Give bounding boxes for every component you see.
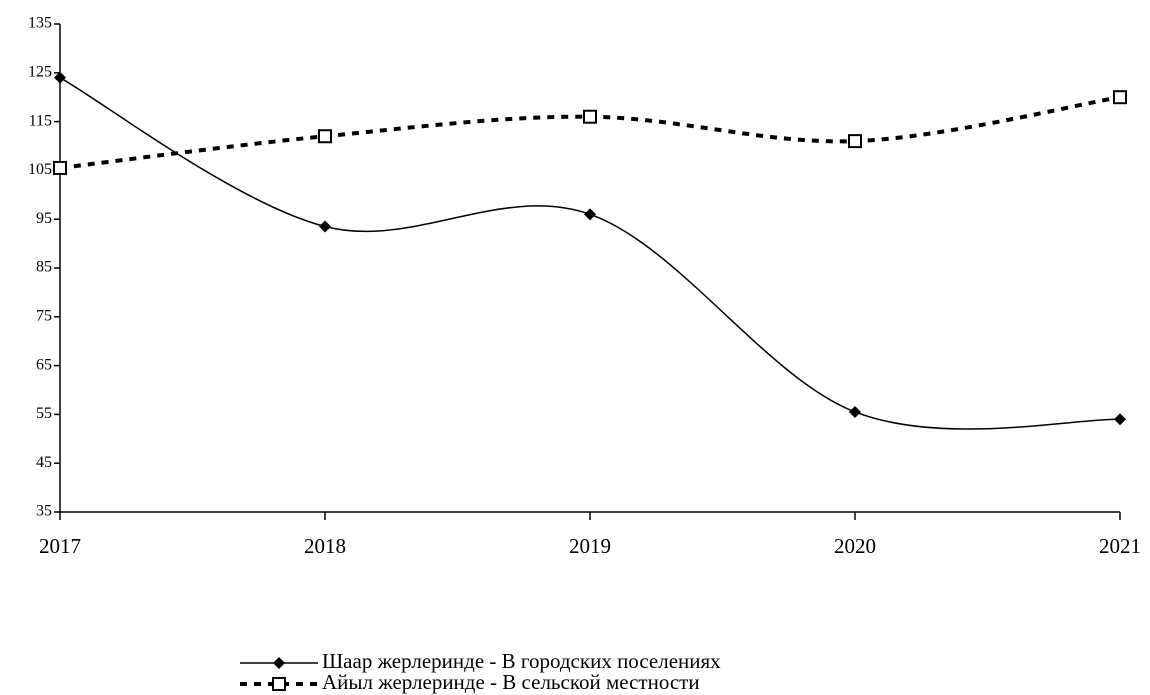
series-line (59, 77, 1121, 430)
series-line (59, 95, 1121, 170)
legend-label: Шаар жерлеринде - В городских поселениях (322, 649, 721, 673)
y-tick-label: 105 (28, 161, 52, 178)
y-tick-label: 95 (36, 210, 52, 227)
legend-marker (273, 657, 285, 669)
marker (1114, 413, 1126, 426)
marker (584, 208, 596, 221)
marker (583, 109, 597, 124)
y-tick-label: 85 (36, 259, 52, 276)
y-tick-label: 45 (36, 454, 52, 471)
marker (54, 71, 66, 84)
y-tick-label: 65 (36, 356, 52, 373)
x-tick-label: 2019 (569, 534, 611, 558)
marker (1113, 90, 1127, 105)
legend-marker (272, 677, 286, 691)
x-tick-label: 2018 (304, 534, 346, 558)
marker (318, 129, 332, 144)
x-tick-label: 2021 (1099, 534, 1141, 558)
y-tick-label: 115 (29, 112, 52, 129)
y-tick-label: 135 (28, 15, 52, 32)
x-tick-label: 2020 (834, 534, 876, 558)
legend-label: Айыл жерлеринде - В сельской местности (322, 670, 700, 694)
marker (849, 405, 861, 418)
y-tick-label: 35 (36, 503, 52, 520)
y-tick-label: 75 (36, 307, 52, 324)
marker (53, 160, 67, 175)
x-tick-label: 2017 (39, 534, 81, 558)
y-tick-label: 125 (28, 63, 52, 80)
marker (319, 220, 331, 233)
marker (848, 134, 862, 149)
y-tick-label: 55 (36, 405, 52, 422)
